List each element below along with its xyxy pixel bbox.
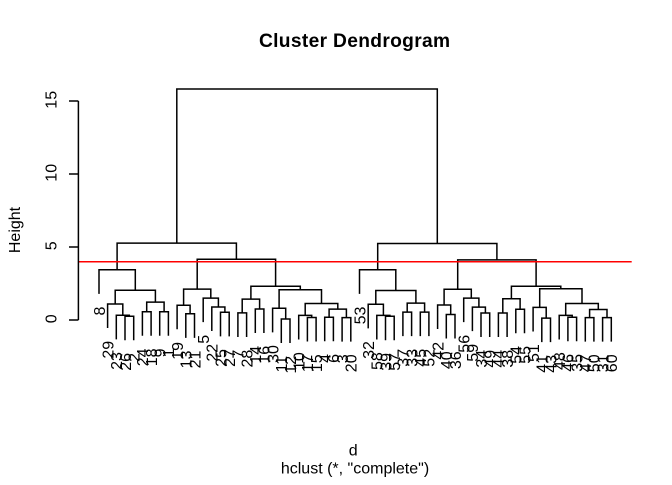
svg-text:21: 21	[187, 350, 204, 368]
svg-text:54: 54	[509, 346, 526, 364]
svg-text:39: 39	[378, 353, 395, 371]
svg-text:50: 50	[587, 354, 604, 372]
svg-text:46: 46	[561, 354, 578, 372]
svg-text:22: 22	[205, 344, 222, 362]
svg-text:41: 41	[535, 355, 552, 373]
svg-text:33: 33	[404, 349, 421, 367]
svg-text:0: 0	[43, 314, 60, 323]
svg-text:17: 17	[300, 354, 317, 372]
svg-text:31: 31	[595, 354, 612, 372]
svg-text:47: 47	[578, 354, 595, 372]
svg-text:40: 40	[439, 351, 456, 369]
svg-text:36: 36	[448, 351, 465, 369]
svg-text:43: 43	[543, 355, 560, 373]
svg-text:56: 56	[457, 335, 474, 353]
svg-text:25: 25	[213, 349, 230, 367]
svg-text:14: 14	[248, 346, 265, 364]
svg-text:51: 51	[526, 344, 543, 362]
svg-text:49: 49	[483, 350, 500, 368]
svg-text:d: d	[349, 443, 358, 460]
svg-text:32: 32	[361, 341, 378, 359]
svg-text:10: 10	[43, 164, 60, 182]
svg-text:24: 24	[135, 348, 152, 366]
svg-text:34: 34	[474, 350, 491, 368]
svg-text:5: 5	[43, 241, 60, 250]
svg-text:Height: Height	[7, 206, 24, 253]
svg-text:28: 28	[239, 350, 256, 368]
svg-text:3: 3	[335, 354, 352, 363]
svg-text:20: 20	[344, 354, 361, 372]
svg-text:5: 5	[196, 335, 213, 344]
svg-text:45: 45	[413, 349, 430, 367]
svg-text:Cluster Dendrogram: Cluster Dendrogram	[259, 31, 450, 52]
svg-text:48: 48	[552, 352, 569, 370]
svg-text:hclust (*, "complete"): hclust (*, "complete")	[281, 460, 429, 477]
svg-text:12: 12	[283, 356, 300, 374]
svg-text:4: 4	[318, 354, 335, 363]
svg-text:55: 55	[517, 346, 534, 364]
svg-text:16: 16	[257, 346, 274, 364]
svg-text:59: 59	[465, 344, 482, 362]
svg-text:27: 27	[222, 349, 239, 367]
svg-text:35: 35	[569, 354, 586, 372]
svg-text:13: 13	[179, 350, 196, 368]
svg-text:23: 23	[109, 352, 126, 370]
svg-text:60: 60	[604, 354, 621, 372]
svg-text:6: 6	[326, 354, 343, 363]
svg-text:42: 42	[430, 342, 447, 360]
svg-text:10: 10	[292, 352, 309, 370]
svg-text:11: 11	[274, 356, 291, 373]
svg-text:53: 53	[352, 306, 369, 324]
svg-text:15: 15	[309, 354, 326, 372]
svg-text:15: 15	[43, 91, 60, 109]
svg-text:30: 30	[265, 345, 282, 363]
svg-text:37: 37	[396, 349, 413, 367]
svg-text:7: 7	[231, 350, 248, 359]
svg-text:18: 18	[144, 348, 161, 366]
svg-text:26: 26	[118, 353, 135, 371]
svg-text:1: 1	[161, 348, 178, 357]
svg-text:2: 2	[127, 353, 144, 362]
svg-text:8: 8	[92, 307, 109, 316]
svg-text:29: 29	[100, 341, 117, 359]
svg-text:9: 9	[153, 348, 170, 357]
svg-text:44: 44	[491, 350, 508, 368]
svg-text:19: 19	[170, 342, 187, 360]
svg-text:38: 38	[500, 350, 517, 368]
svg-text:57: 57	[387, 353, 404, 371]
svg-text:52: 52	[422, 349, 439, 367]
svg-text:58: 58	[370, 352, 387, 370]
